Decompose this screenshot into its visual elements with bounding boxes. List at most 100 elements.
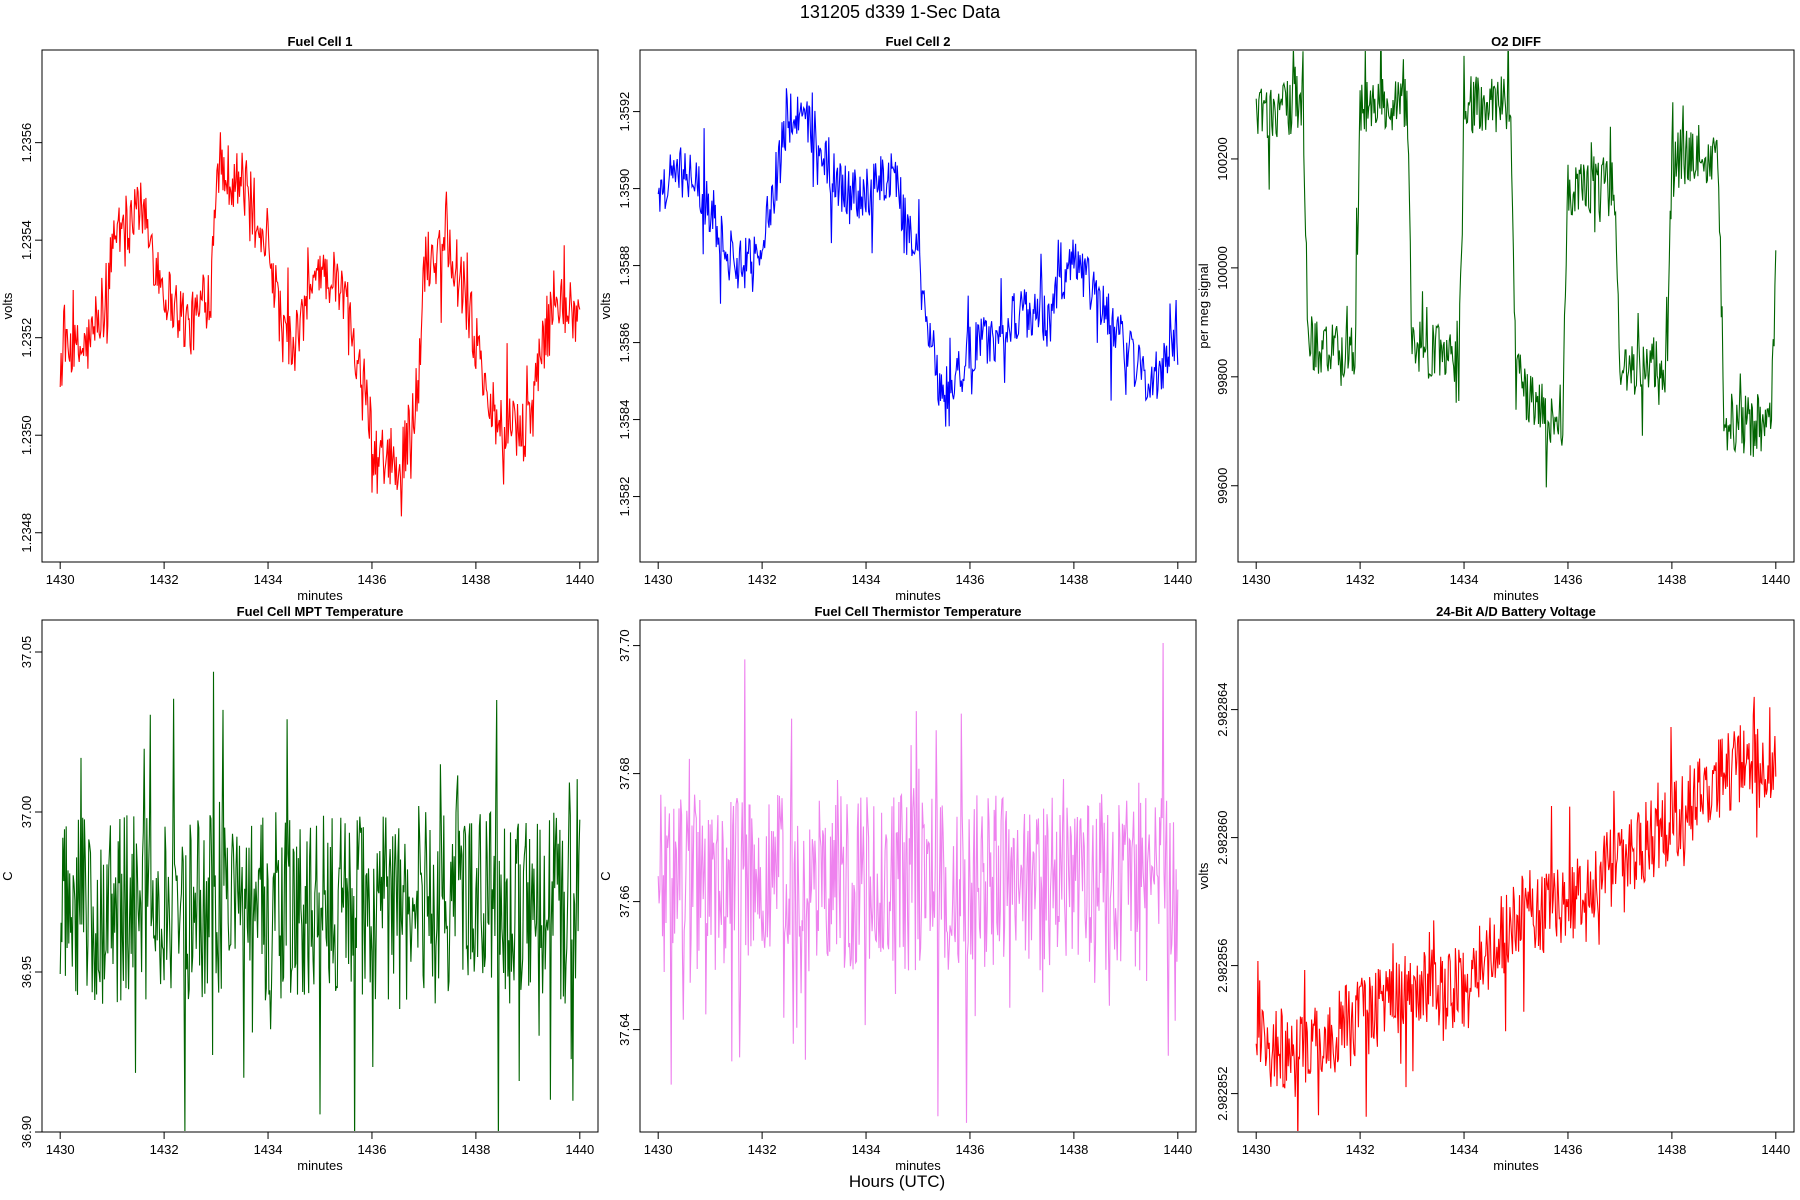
x-tick-label: 1436 — [1554, 572, 1583, 587]
y-tick-label: 1.3584 — [617, 400, 632, 440]
x-tick-label: 1430 — [1242, 572, 1271, 587]
y-tick-label: 37.05 — [19, 636, 34, 669]
x-tick-label: 1432 — [150, 1142, 179, 1157]
x-tick-label: 1436 — [358, 572, 387, 587]
x-tick-label: 1438 — [1657, 572, 1686, 587]
series-line — [1255, 696, 1777, 1131]
y-axis-label: volts — [0, 292, 15, 319]
y-tick-label: 37.00 — [19, 796, 34, 829]
x-tick-label: 1440 — [1761, 572, 1790, 587]
x-axis-label: minutes — [297, 588, 343, 603]
y-tick-label: 37.66 — [617, 885, 632, 918]
panel-title: 24-Bit A/D Battery Voltage — [1436, 604, 1596, 619]
x-tick-label: 1430 — [1242, 1142, 1271, 1157]
x-tick-label: 1438 — [1059, 1142, 1088, 1157]
x-tick-label: 1430 — [644, 1142, 673, 1157]
x-tick-label: 1440 — [565, 572, 594, 587]
x-tick-label: 1434 — [254, 1142, 283, 1157]
plot-frame — [639, 619, 1197, 1133]
x-tick-label: 1434 — [1450, 572, 1479, 587]
y-tick-label: 37.68 — [617, 757, 632, 790]
y-axis-label: C — [598, 871, 613, 880]
x-axis-label: minutes — [1493, 588, 1539, 603]
x-tick-label: 1430 — [46, 1142, 75, 1157]
panel-title: Fuel Cell 2 — [885, 34, 950, 49]
y-tick-label: 1.3586 — [617, 323, 632, 363]
x-tick-label: 1438 — [461, 1142, 490, 1157]
x-tick-label: 1430 — [46, 572, 75, 587]
y-tick-label: 1.3590 — [617, 169, 632, 209]
y-tick-label: 36.90 — [19, 1116, 34, 1149]
panel-title: Fuel Cell 1 — [287, 34, 352, 49]
series-line — [59, 132, 581, 517]
y-axis-label: C — [0, 871, 15, 880]
y-tick-label: 36.95 — [19, 956, 34, 989]
x-tick-label: 1432 — [748, 1142, 777, 1157]
x-tick-label: 1440 — [1163, 1142, 1192, 1157]
y-axis-label: volts — [598, 292, 613, 319]
x-tick-label: 1440 — [1761, 1142, 1790, 1157]
y-tick-label: 1.2356 — [19, 123, 34, 163]
x-axis-label: minutes — [895, 1158, 941, 1173]
hours-axis-label: Hours (UTC) — [849, 1172, 945, 1191]
y-tick-label: 99600 — [1215, 468, 1230, 504]
y-tick-label: 100000 — [1215, 246, 1230, 289]
x-tick-label: 1430 — [644, 572, 673, 587]
y-tick-label: 1.2350 — [19, 415, 34, 455]
x-tick-label: 1434 — [852, 572, 881, 587]
chart-panel: Fuel Cell MPT Temperature 1430 1432 1434 143… — [0, 604, 599, 1173]
chart-panel: Fuel Cell Thermistor Temperature 1430 1432… — [598, 604, 1197, 1173]
x-tick-label: 1432 — [150, 572, 179, 587]
panel-title: O2 DIFF — [1491, 34, 1541, 49]
y-axis-label: volts — [1196, 862, 1211, 889]
y-tick-label: 37.70 — [617, 629, 632, 662]
plot-frame — [1237, 619, 1795, 1133]
y-axis-label: per meg signal — [1196, 263, 1211, 348]
y-tick-label: 1.3592 — [617, 92, 632, 132]
x-tick-label: 1432 — [1346, 1142, 1375, 1157]
series-line — [59, 671, 581, 1131]
x-tick-label: 1434 — [1450, 1142, 1479, 1157]
y-tick-label: 100200 — [1215, 137, 1230, 180]
panel-title: Fuel Cell MPT Temperature — [237, 604, 404, 619]
x-tick-label: 1432 — [1346, 572, 1375, 587]
plot-frame — [639, 49, 1197, 563]
x-tick-label: 1436 — [1554, 1142, 1583, 1157]
plot-frame — [1237, 49, 1795, 563]
y-tick-label: 99800 — [1215, 359, 1230, 395]
x-tick-label: 1434 — [852, 1142, 881, 1157]
x-tick-label: 1436 — [358, 1142, 387, 1157]
chart-panel: O2 DIFF 1430 1432 1434 1436 1438 1440 99600 9980… — [1196, 34, 1795, 603]
y-tick-label: 1.2348 — [19, 513, 34, 553]
panel-title: Fuel Cell Thermistor Temperature — [814, 604, 1021, 619]
x-tick-label: 1436 — [956, 572, 985, 587]
x-tick-label: 1438 — [1059, 572, 1088, 587]
chart-panel: Fuel Cell 2 1430 1432 1434 1436 1438 1440 1.358… — [598, 34, 1197, 603]
chart-panel: 24-Bit A/D Battery Voltage 1430 1432 1434 14… — [1196, 604, 1795, 1173]
panels: Fuel Cell 1 1430 1432 1434 1436 1438 1440 1.234… — [0, 34, 1795, 1173]
x-axis-label: minutes — [297, 1158, 343, 1173]
y-tick-label: 37.64 — [617, 1013, 632, 1046]
x-tick-label: 1440 — [1163, 572, 1192, 587]
chart-panel: Fuel Cell 1 1430 1432 1434 1436 1438 1440 1.234… — [0, 34, 599, 603]
series-line — [657, 88, 1179, 427]
x-tick-label: 1434 — [254, 572, 283, 587]
x-axis-label: minutes — [895, 588, 941, 603]
y-tick-label: 2.982860 — [1215, 810, 1230, 864]
plot-frame — [41, 619, 599, 1133]
series-line — [657, 642, 1179, 1123]
y-tick-label: 1.3582 — [617, 477, 632, 517]
plot-frame — [41, 49, 599, 563]
x-tick-label: 1436 — [956, 1142, 985, 1157]
y-tick-label: 2.982856 — [1215, 938, 1230, 992]
y-tick-label: 1.3588 — [617, 246, 632, 286]
figure-title: 131205 d339 1-Sec Data — [800, 2, 1001, 22]
x-axis-label: minutes — [1493, 1158, 1539, 1173]
x-tick-label: 1438 — [461, 572, 490, 587]
y-tick-label: 1.2352 — [19, 318, 34, 358]
x-tick-label: 1440 — [565, 1142, 594, 1157]
y-tick-label: 2.982864 — [1215, 682, 1230, 736]
x-tick-label: 1432 — [748, 572, 777, 587]
y-tick-label: 2.982852 — [1215, 1066, 1230, 1120]
